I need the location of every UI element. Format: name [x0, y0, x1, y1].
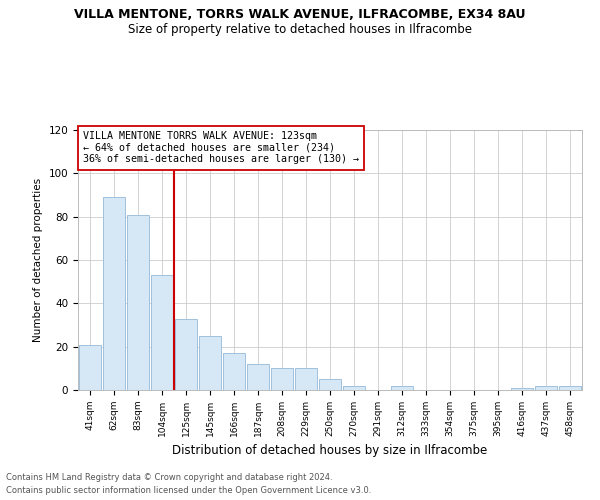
Bar — [343, 386, 365, 390]
Bar — [247, 364, 269, 390]
Bar — [511, 388, 533, 390]
Text: Contains HM Land Registry data © Crown copyright and database right 2024.: Contains HM Land Registry data © Crown c… — [6, 474, 332, 482]
Bar — [103, 197, 125, 390]
Text: VILLA MENTONE, TORRS WALK AVENUE, ILFRACOMBE, EX34 8AU: VILLA MENTONE, TORRS WALK AVENUE, ILFRAC… — [74, 8, 526, 20]
Bar — [151, 275, 173, 390]
Bar — [79, 344, 101, 390]
Bar — [535, 386, 557, 390]
Bar — [271, 368, 293, 390]
Text: VILLA MENTONE TORRS WALK AVENUE: 123sqm
← 64% of detached houses are smaller (23: VILLA MENTONE TORRS WALK AVENUE: 123sqm … — [83, 132, 359, 164]
Text: Contains public sector information licensed under the Open Government Licence v3: Contains public sector information licen… — [6, 486, 371, 495]
Bar — [559, 386, 581, 390]
Bar — [199, 336, 221, 390]
Bar — [127, 214, 149, 390]
Text: Size of property relative to detached houses in Ilfracombe: Size of property relative to detached ho… — [128, 22, 472, 36]
Y-axis label: Number of detached properties: Number of detached properties — [33, 178, 43, 342]
Bar — [175, 318, 197, 390]
Bar — [319, 379, 341, 390]
Bar — [295, 368, 317, 390]
Bar — [391, 386, 413, 390]
Bar — [223, 353, 245, 390]
X-axis label: Distribution of detached houses by size in Ilfracombe: Distribution of detached houses by size … — [172, 444, 488, 458]
